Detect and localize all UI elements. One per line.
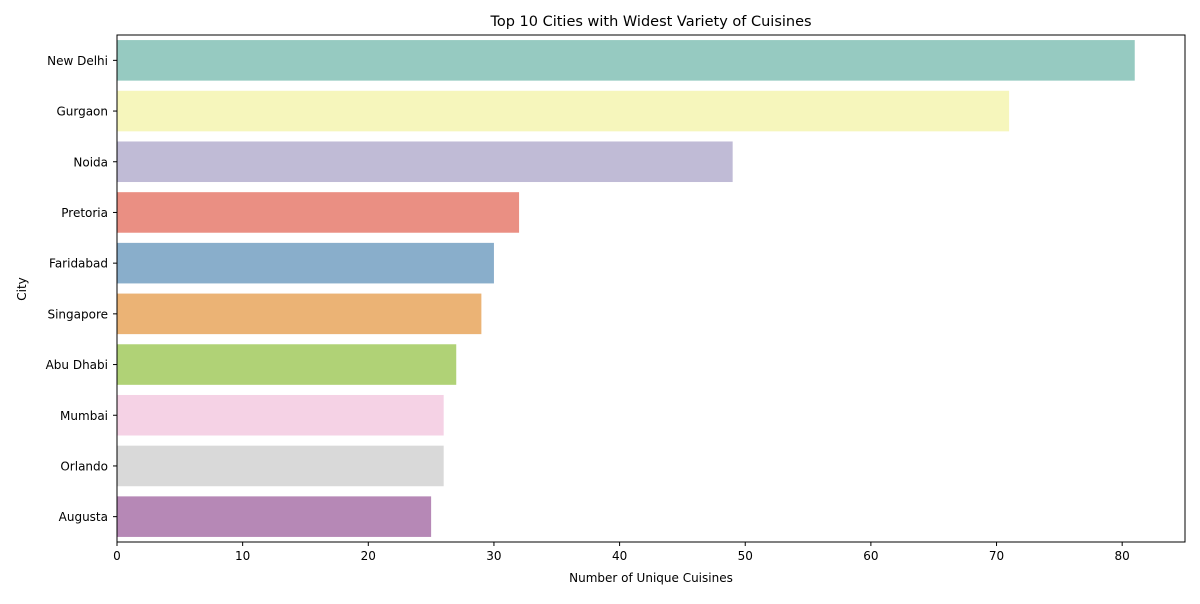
y-tick-label: Noida [73, 155, 108, 169]
y-tick-label: Mumbai [60, 409, 108, 423]
y-tick-label: Singapore [47, 307, 108, 321]
x-tick-label: 80 [1115, 549, 1130, 563]
y-tick-label: Augusta [59, 510, 108, 524]
x-tick-label: 50 [738, 549, 753, 563]
y-axis-label: City [15, 277, 29, 301]
bars-layer [117, 40, 1135, 537]
x-tick-label: 10 [235, 549, 250, 563]
x-tick-label: 70 [989, 549, 1004, 563]
x-tick-label: 30 [486, 549, 501, 563]
bar-faridabad [117, 242, 494, 284]
chart-title: Top 10 Cities with Widest Variety of Cui… [489, 14, 811, 30]
bar-new-delhi [117, 40, 1135, 81]
bar-singapore [117, 293, 482, 335]
x-tick-label: 0 [113, 549, 121, 563]
bar-orlando [117, 445, 444, 487]
bar-pretoria [117, 192, 520, 233]
y-tick-label: Pretoria [61, 206, 108, 220]
x-ticks: 0 10 20 30 40 50 60 70 80 [113, 542, 1130, 563]
y-tick-label: Gurgaon [56, 105, 108, 119]
bar-mumbai [117, 394, 444, 436]
bar-abu-dhabi [117, 344, 457, 385]
y-tick-label: New Delhi [47, 54, 108, 68]
y-ticks: New Delhi Gurgaon Noida Pretoria Faridabad Si… [46, 54, 117, 524]
x-tick-label: 40 [612, 549, 627, 563]
y-tick-label: Orlando [60, 459, 108, 473]
bar-noida [117, 141, 733, 183]
x-tick-label: 60 [863, 549, 878, 563]
axes-layer [116, 34, 1186, 543]
bar-gurgaon [117, 90, 1010, 132]
plot-frame [116, 34, 1186, 543]
x-axis-label: Number of Unique Cuisines [569, 571, 733, 585]
y-tick-label: Abu Dhabi [46, 358, 108, 372]
bar-augusta [117, 496, 432, 537]
x-tick-label: 20 [361, 549, 376, 563]
y-tick-label: Faridabad [49, 257, 108, 271]
